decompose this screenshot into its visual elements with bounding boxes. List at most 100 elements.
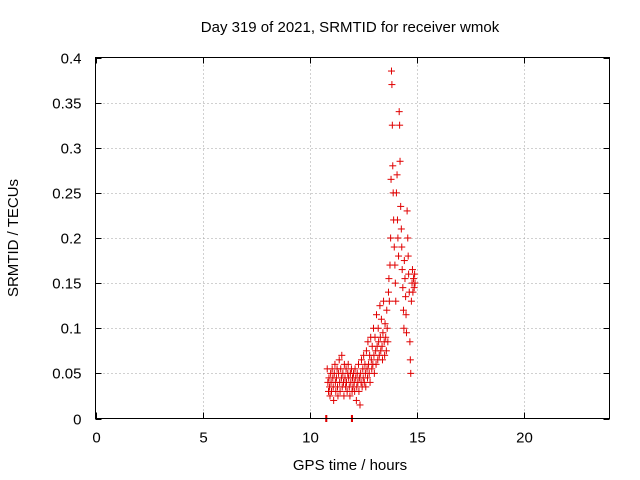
data-point	[402, 311, 410, 319]
y-tick-label: 0.35	[52, 96, 81, 113]
x-tick-label: 5	[199, 430, 207, 447]
data-point	[362, 383, 370, 391]
y-tick-label: 0.4	[61, 51, 82, 68]
data-point	[393, 171, 401, 179]
data-point	[405, 270, 413, 278]
data-point	[399, 284, 407, 292]
data-point	[356, 401, 364, 409]
data-point	[404, 252, 412, 260]
data-point	[397, 225, 405, 233]
plot-frame	[95, 57, 610, 419]
data-point	[352, 396, 360, 404]
data-point	[344, 360, 352, 368]
x-axis-label: GPS time / hours	[293, 457, 407, 474]
data-point	[410, 284, 418, 292]
data-point	[366, 378, 374, 386]
data-point	[384, 288, 392, 296]
data-point	[392, 297, 400, 305]
data-point	[368, 365, 376, 373]
data-point	[387, 234, 395, 242]
data-point	[411, 270, 419, 278]
x-tick-label: 15	[409, 430, 426, 447]
data-point	[401, 275, 409, 283]
data-point	[404, 234, 412, 242]
data-point	[377, 315, 385, 323]
data-point	[388, 81, 396, 89]
data-point	[406, 356, 414, 364]
y-tick-label: 0.2	[61, 231, 82, 248]
data-point	[387, 175, 395, 183]
data-point	[382, 333, 390, 341]
data-point	[354, 360, 362, 368]
data-point	[390, 243, 398, 251]
data-point	[372, 360, 380, 368]
y-tick-label: 0.1	[61, 321, 82, 338]
y-tick-labels: 0 0.05 0.1 0.15 0.2 0.25 0.3 0.35 0.4	[52, 51, 81, 429]
data-point	[381, 320, 389, 328]
data-point	[362, 347, 370, 355]
data-point	[364, 338, 372, 346]
data-point	[346, 392, 354, 400]
data-point	[392, 189, 400, 197]
data-point	[396, 121, 404, 129]
data-point	[334, 392, 342, 400]
y-tick-label: 0	[73, 412, 81, 429]
data-point	[384, 338, 392, 346]
data-point	[397, 202, 405, 210]
x-tick-labels: 0 5 10 15 20	[92, 430, 533, 447]
data-point	[410, 275, 418, 283]
data-point	[387, 67, 395, 75]
data-point	[331, 360, 339, 368]
x-tick-label: 20	[516, 430, 533, 447]
data-point	[363, 374, 371, 382]
data-point	[402, 293, 410, 301]
data-point	[340, 392, 348, 400]
data-point	[351, 365, 359, 373]
data-point	[382, 347, 390, 355]
y-tick-label: 0.25	[52, 186, 81, 203]
data-point	[372, 311, 380, 319]
data-point	[330, 396, 338, 404]
data-point	[335, 356, 343, 364]
data-point	[385, 275, 393, 283]
data-point	[395, 252, 403, 260]
data-point	[383, 324, 391, 332]
data-point	[378, 342, 386, 350]
data-point	[406, 338, 414, 346]
data-point	[391, 261, 399, 269]
data-point	[381, 351, 389, 359]
data-point	[403, 207, 411, 215]
data-point	[409, 288, 417, 296]
data-point	[396, 157, 404, 165]
data-point	[402, 329, 410, 337]
data-point	[400, 324, 408, 332]
data-point	[400, 257, 408, 265]
data-point	[385, 297, 393, 305]
chart-title: Day 319 of 2021, SRMTID for receiver wmo…	[201, 19, 500, 36]
data-point	[360, 351, 368, 359]
data-point	[379, 329, 387, 337]
y-tick-label: 0.3	[61, 141, 82, 158]
data-point	[336, 387, 344, 395]
axis-ticks	[95, 57, 610, 420]
data-point	[357, 356, 365, 364]
x-tick-label: 0	[92, 430, 100, 447]
data-point	[407, 369, 415, 377]
data-point	[394, 234, 402, 242]
data-point	[391, 279, 399, 287]
data-point	[383, 306, 391, 314]
data-point	[398, 266, 406, 274]
data-point	[395, 108, 403, 116]
y-axis-label: SRMTID / TECUs	[5, 179, 22, 297]
data-points	[322, 67, 419, 422]
data-point	[370, 369, 378, 377]
data-point	[389, 162, 397, 170]
y-tick-label: 0.05	[52, 366, 81, 383]
data-point	[408, 266, 416, 274]
data-point	[338, 351, 346, 359]
grid	[95, 57, 610, 419]
data-point	[393, 216, 401, 224]
data-point	[376, 302, 384, 310]
data-point	[367, 356, 375, 364]
